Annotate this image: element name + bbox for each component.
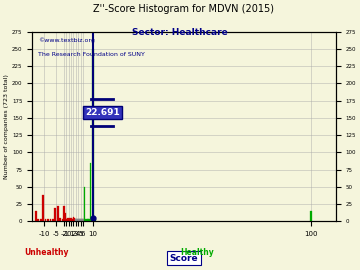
Bar [84,187,85,221]
Bar [91,220,93,221]
Bar [69,218,71,221]
Bar [54,208,56,221]
Text: Score: Score [170,254,198,263]
Text: ©www.textbiz.org: ©www.textbiz.org [38,37,95,43]
Bar [47,220,49,221]
Bar [86,220,87,221]
Bar [88,220,90,221]
Bar [85,220,86,221]
Bar [82,220,84,221]
Bar [87,220,89,221]
Text: Sector: Healthcare: Sector: Healthcare [132,28,228,37]
Bar [68,220,69,221]
Bar [74,218,76,221]
Bar [93,220,95,221]
Bar [52,220,54,221]
Bar [45,220,46,221]
Text: The Research Foundation of SUNY: The Research Foundation of SUNY [38,52,145,58]
Bar [50,220,51,221]
Bar [77,220,78,221]
Bar [73,217,74,221]
Bar [80,220,82,221]
Bar [83,220,85,221]
Bar [70,219,72,221]
Bar [71,219,73,221]
Bar [75,220,77,221]
Bar [66,220,68,221]
Bar [81,220,83,221]
Bar [77,219,79,221]
Bar [40,220,41,221]
Text: Unhealthy: Unhealthy [24,248,69,257]
Bar [73,220,75,221]
Bar [78,220,80,221]
Bar [67,219,68,221]
Bar [68,219,70,221]
Bar [72,220,74,221]
Bar [67,218,69,221]
Bar [94,220,96,221]
Bar [64,212,66,221]
Bar [90,163,91,221]
Title: Z''-Score Histogram for MDVN (2015): Z''-Score Histogram for MDVN (2015) [93,4,274,14]
Bar [42,195,44,221]
Text: Healthy: Healthy [180,248,214,257]
Bar [59,218,61,221]
Bar [76,220,77,221]
Bar [63,206,64,221]
Bar [81,220,82,221]
Bar [75,220,76,221]
Bar [82,220,84,221]
Bar [35,211,37,221]
Bar [65,220,67,221]
Bar [92,49,94,221]
Bar [57,206,59,221]
Bar [78,219,80,221]
Bar [37,220,39,221]
Bar [62,220,63,221]
Bar [79,220,81,221]
Bar [71,218,72,221]
Text: 22.691: 22.691 [85,108,120,117]
Bar [76,219,78,221]
Bar [69,220,71,221]
Bar [310,211,312,221]
Y-axis label: Number of companies (723 total): Number of companies (723 total) [4,74,9,179]
